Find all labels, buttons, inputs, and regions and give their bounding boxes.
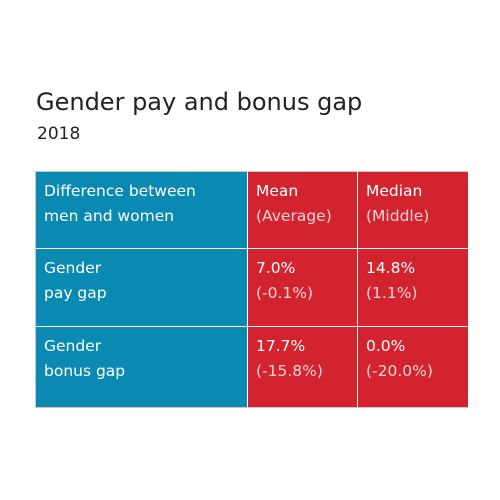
value-cell: Median (Middle) — [358, 172, 468, 248]
cell-text: Gender — [44, 259, 102, 277]
cell-text: Difference between — [44, 182, 196, 200]
cell-text: bonus gap — [44, 362, 126, 380]
cell-text: (Average) — [256, 207, 332, 225]
cell-text: Gender — [44, 337, 102, 355]
cell-text: (-15.8%) — [256, 362, 323, 380]
cell-text: (Middle) — [366, 207, 430, 225]
cell-text: 7.0% — [256, 259, 296, 277]
cell-text: (1.1%) — [366, 284, 418, 302]
cell-text: (-20.0%) — [366, 362, 433, 380]
value-cell: 0.0% (-20.0%) — [358, 327, 468, 407]
value-cell: Mean (Average) — [248, 172, 357, 248]
cell-text: (-0.1%) — [256, 284, 314, 302]
label-cell: Gender bonus gap — [36, 327, 247, 407]
cell-text: Median — [366, 182, 423, 200]
cell-text: 17.7% — [256, 337, 306, 355]
label-cell: Gender pay gap — [36, 249, 247, 326]
cell-text: men and women — [44, 207, 175, 225]
cell-text: 14.8% — [366, 259, 416, 277]
title: Gender pay and bonus gap — [36, 88, 363, 116]
cell-text: pay gap — [44, 284, 107, 302]
table: Difference between men and women Mean (Aver… — [35, 171, 468, 408]
value-cell: 14.8% (1.1%) — [358, 249, 468, 326]
cell-text: 0.0% — [366, 337, 406, 355]
subtitle: 2018 — [37, 124, 81, 144]
value-cell: 17.7% (-15.8%) — [248, 327, 357, 407]
label-cell: Difference between men and women — [36, 172, 247, 248]
value-cell: 7.0% (-0.1%) — [248, 249, 357, 326]
cell-text: Mean — [256, 182, 299, 200]
